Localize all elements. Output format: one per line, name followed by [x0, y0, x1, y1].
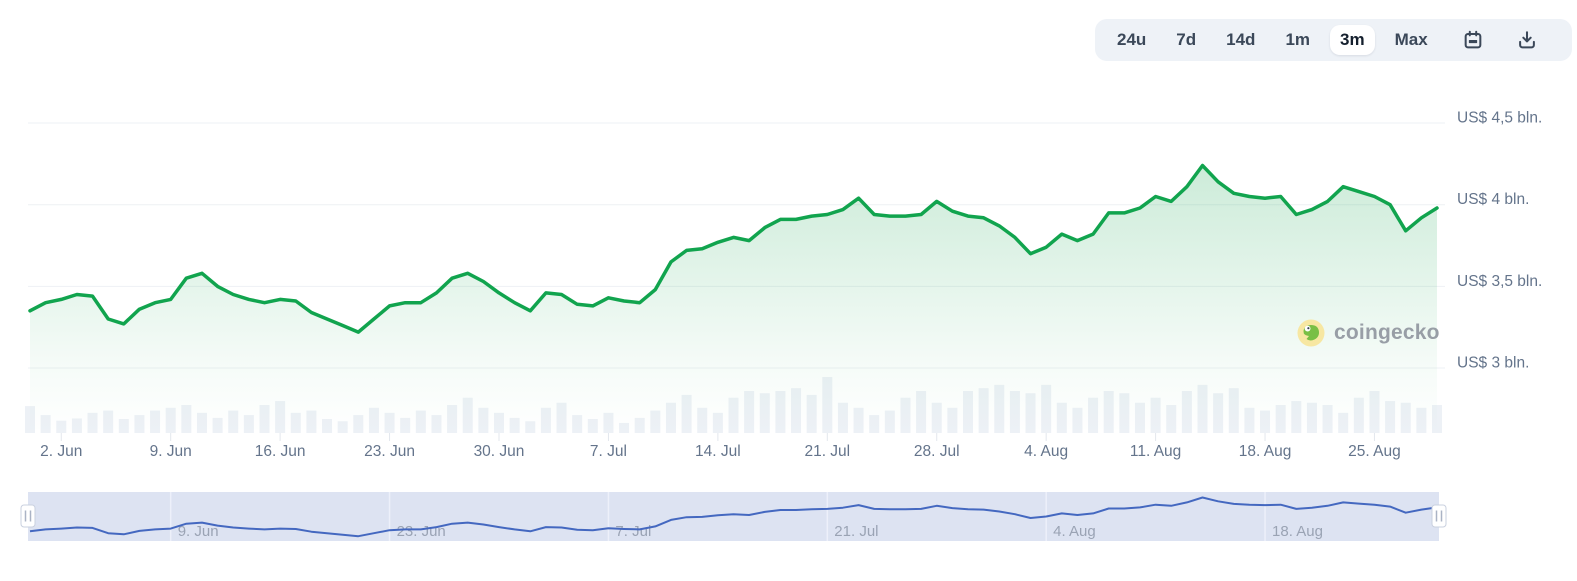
navigator-date-label: 21. Jul: [834, 523, 878, 540]
calendar-icon: [1462, 29, 1484, 51]
time-range-toolbar: 24u 7d 14d 1m 3m Max: [1095, 19, 1572, 61]
range-button-14d[interactable]: 14d: [1216, 25, 1265, 55]
x-axis-label: 18. Aug: [1239, 443, 1292, 460]
navigator-handle-left[interactable]: [20, 504, 36, 528]
y-axis-label: US$ 4,5 bln.: [1457, 110, 1542, 127]
range-button-24u[interactable]: 24u: [1107, 25, 1156, 55]
x-axis-label: 11. Aug: [1130, 443, 1181, 460]
x-axis-label: 14. Jul: [695, 443, 741, 460]
download-button[interactable]: [1508, 23, 1546, 57]
navigator-handle-right[interactable]: [1431, 504, 1447, 528]
navigator-date-label: 4. Aug: [1053, 523, 1096, 540]
handle-body[interactable]: [20, 504, 36, 528]
range-navigator[interactable]: 9. Jun 23. Jun 7. Jul 21. Jul 4. Aug 18. Aug: [20, 492, 1447, 541]
navigator-line: [29, 496, 1438, 538]
navigator-date-label: 23. Jun: [397, 523, 446, 540]
x-axis-label: 9. Jun: [150, 443, 192, 460]
range-button-1m[interactable]: 1m: [1275, 25, 1320, 55]
navigator-date-label: 7. Jul: [615, 523, 651, 540]
x-axis-label: 4. Aug: [1024, 443, 1068, 460]
market-cap-line: [28, 163, 1439, 334]
y-axis-label: US$ 3,5 bln.: [1457, 273, 1542, 290]
range-button-3m[interactable]: 3m: [1330, 24, 1375, 56]
download-icon: [1516, 29, 1538, 51]
x-axis: 2. Jun 9. Jun 16. Jun 23. Jun 30. Jun 7. Jul 1…: [40, 433, 1401, 460]
handle-body[interactable]: [1431, 504, 1447, 528]
x-axis-label: 7. Jul: [590, 443, 627, 460]
x-axis-label: 21. Jul: [804, 443, 850, 460]
calendar-button[interactable]: [1454, 23, 1492, 57]
navigator-date-label: 9. Jun: [178, 523, 219, 540]
x-axis-label: 2. Jun: [40, 443, 82, 460]
x-axis-label: 16. Jun: [255, 443, 306, 460]
navigator-band[interactable]: [28, 492, 1439, 541]
chart-plot-area[interactable]: [30, 88, 1437, 433]
range-button-7d[interactable]: 7d: [1166, 25, 1206, 55]
range-button-max[interactable]: Max: [1385, 25, 1438, 55]
x-axis-label: 23. Jun: [364, 443, 415, 460]
y-axis-label: US$ 4 bln.: [1457, 191, 1529, 208]
x-axis-label: 28. Jul: [914, 443, 960, 460]
navigator-date-label: 18. Aug: [1272, 523, 1323, 540]
y-axis-label: US$ 3 bln.: [1457, 355, 1529, 372]
market-cap-area: [30, 165, 1437, 433]
x-axis-label: 30. Jun: [474, 443, 525, 460]
x-axis-label: 25. Aug: [1348, 443, 1401, 460]
